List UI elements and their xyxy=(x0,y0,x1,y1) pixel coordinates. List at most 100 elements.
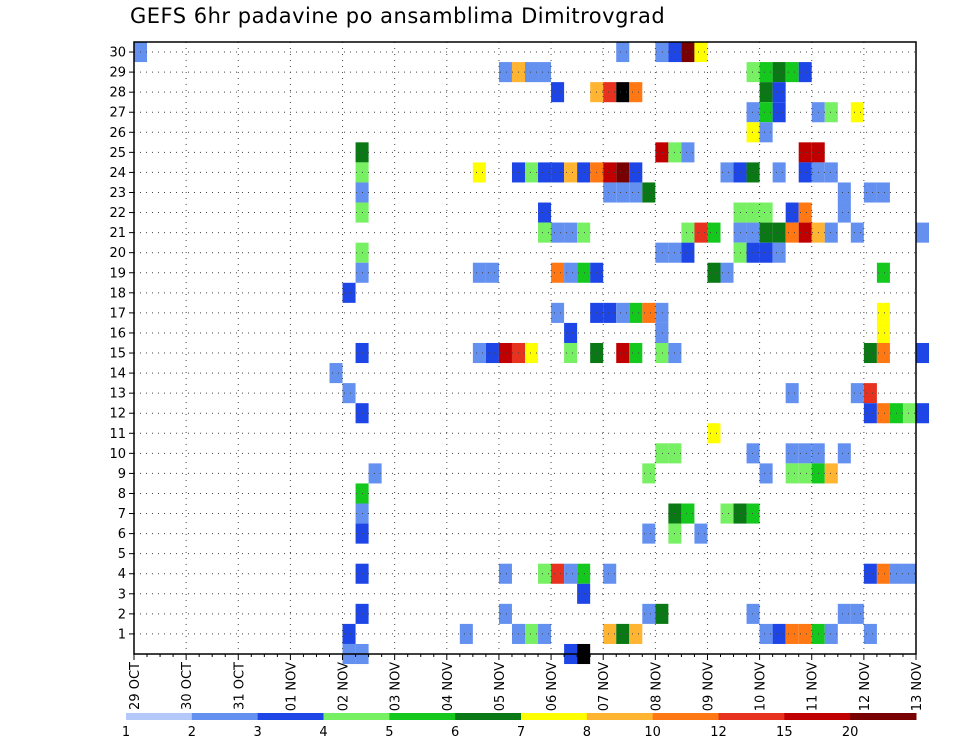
heatmap-cell xyxy=(876,182,890,203)
y-tick-label: 15 xyxy=(109,347,126,362)
heatmap-cell xyxy=(485,262,499,283)
x-axis: 29 OCT 30 OCT 31 OCT 01 NOV 02 NOV 03 NOV 04 N… xyxy=(128,654,925,711)
heatmap-cell xyxy=(746,503,760,524)
chart-title: GEFS 6hr padavine po ansamblima Dimitrov… xyxy=(130,4,666,28)
heatmap-cell xyxy=(707,423,721,444)
heatmap-cell xyxy=(876,342,890,364)
heatmap-cell xyxy=(525,162,539,183)
y-tick-label: 29 xyxy=(109,66,126,81)
heatmap-cell xyxy=(485,342,499,364)
heatmap-cell xyxy=(498,62,512,83)
heatmap-cell xyxy=(720,162,734,183)
heatmap-cell xyxy=(472,262,486,283)
colorbar-segment xyxy=(257,713,324,720)
heatmap-cell xyxy=(603,623,617,644)
heatmap-cell xyxy=(538,222,552,243)
x-tick-label: 13 NOV xyxy=(910,662,925,711)
heatmap-cell xyxy=(498,563,512,584)
heatmap-cell xyxy=(603,302,617,323)
heatmap-cell xyxy=(538,202,552,223)
heatmap-cell xyxy=(707,262,721,283)
heatmap-cell xyxy=(329,363,343,384)
y-tick-label: 3 xyxy=(118,587,126,602)
heatmap-cell xyxy=(342,623,356,644)
heatmap-cell xyxy=(759,122,773,143)
heatmap-cell xyxy=(498,342,512,364)
heatmap-cell xyxy=(798,443,812,464)
heatmap-cell xyxy=(863,403,877,424)
heatmap-cell xyxy=(577,162,591,183)
y-tick-label: 21 xyxy=(109,226,126,241)
heatmap-cell xyxy=(916,403,930,424)
y-tick-label: 27 xyxy=(109,106,126,121)
heatmap-cell xyxy=(551,222,565,243)
heatmap-cell xyxy=(837,443,851,464)
heatmap-cell xyxy=(342,383,356,404)
heatmap-cell xyxy=(681,142,695,163)
heatmap-cell xyxy=(850,222,864,243)
heatmap-cell xyxy=(342,282,356,303)
heatmap-cell xyxy=(759,623,773,644)
heatmap-cell xyxy=(837,182,851,203)
heatmap-cell xyxy=(772,82,786,103)
y-tick-label: 22 xyxy=(109,206,126,221)
heatmap-cell xyxy=(785,202,799,223)
y-tick-label: 23 xyxy=(109,186,126,201)
heatmap-cell xyxy=(798,463,812,484)
colorbar-segment xyxy=(455,713,522,720)
heatmap-cell xyxy=(707,222,721,243)
heatmap-cell xyxy=(525,62,539,83)
heatmap-cell xyxy=(368,463,382,484)
heatmap-cell xyxy=(876,302,890,323)
y-tick-label: 28 xyxy=(109,86,126,101)
heatmap-cell xyxy=(798,202,812,223)
heatmap-cell xyxy=(785,623,799,644)
y-tick-label: 30 xyxy=(109,46,126,61)
y-tick-label: 25 xyxy=(109,146,126,161)
heatmap-cell xyxy=(798,623,812,644)
x-tick-label: 10 NOV xyxy=(754,662,769,711)
heatmap-cell xyxy=(472,162,486,183)
x-tick-label: 29 OCT xyxy=(128,662,143,710)
heatmap-cell xyxy=(551,302,565,323)
y-tick-label: 26 xyxy=(109,126,126,141)
heatmap-cell xyxy=(603,563,617,584)
heatmap-cell xyxy=(564,342,578,364)
heatmap-cell xyxy=(681,222,695,243)
heatmap-cell xyxy=(785,383,799,404)
heatmap-cell xyxy=(785,62,799,83)
y-tick-label: 6 xyxy=(118,527,126,542)
colorbar-label: 8 xyxy=(583,725,591,740)
colorbar-segment xyxy=(389,713,456,720)
heatmap-cell xyxy=(603,162,617,183)
heatmap-cell xyxy=(655,603,669,624)
heatmap-cell xyxy=(577,563,591,584)
x-tick-label: 05 NOV xyxy=(493,662,508,711)
heatmap-cell xyxy=(655,302,669,323)
heatmap-cell xyxy=(746,222,760,243)
heatmap-cell xyxy=(876,403,890,424)
heatmap-cell xyxy=(798,62,812,83)
heatmap-cell xyxy=(824,102,838,123)
heatmap-cell xyxy=(538,162,552,183)
heatmap-cell xyxy=(916,222,930,243)
heatmap-cell xyxy=(759,82,773,103)
heatmap-cell xyxy=(772,102,786,123)
colorbar-label: 2 xyxy=(188,725,196,740)
colorbar-legend: 1 2 3 4 5 6 7 8 10 12 15 20 xyxy=(122,713,917,740)
heatmap-cell xyxy=(746,242,760,263)
heatmap-cell xyxy=(629,182,643,203)
y-tick-label: 14 xyxy=(109,367,126,382)
y-tick-label: 8 xyxy=(118,487,126,502)
heatmap-cell xyxy=(863,182,877,203)
y-tick-label: 10 xyxy=(109,447,126,462)
heatmap-cell xyxy=(655,443,669,464)
x-tick-label: 09 NOV xyxy=(701,662,716,711)
x-tick-label: 02 NOV xyxy=(337,662,352,711)
x-tick-label: 11 NOV xyxy=(806,662,821,711)
heatmap-cell xyxy=(629,302,643,323)
heatmap-cell xyxy=(603,82,617,103)
heatmap-cell xyxy=(564,322,578,343)
y-tick-label: 1 xyxy=(118,627,126,642)
heatmap-cell xyxy=(824,162,838,183)
